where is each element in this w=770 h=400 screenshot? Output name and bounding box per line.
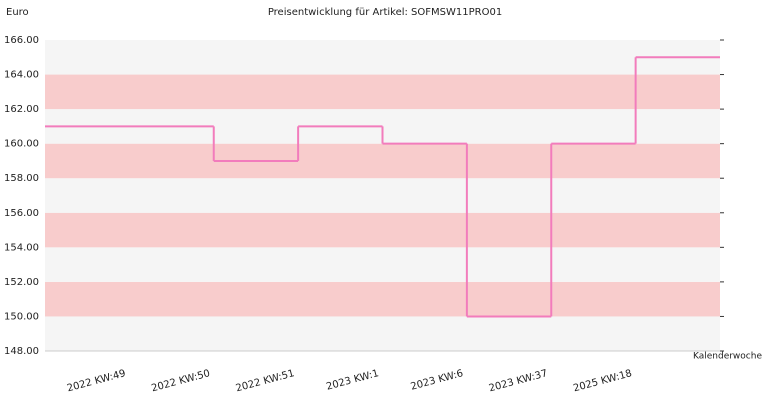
background-band <box>45 143 720 179</box>
x-tick-label: 2023 KW:6 <box>410 368 465 393</box>
background-band <box>45 40 720 75</box>
y-tick-label: 150.00 <box>4 311 39 322</box>
x-tick-label: 2022 KW:50 <box>150 368 211 394</box>
x-tick-label: 2022 KW:49 <box>66 368 127 394</box>
y-tick-label: 156.00 <box>4 208 39 219</box>
y-tick-label: 164.00 <box>4 70 39 81</box>
background-band <box>45 281 720 317</box>
y-tick-label: 160.00 <box>4 139 39 150</box>
x-axis-label: Kalenderwoche <box>693 352 762 362</box>
background-band <box>45 247 720 282</box>
background-band <box>45 316 720 351</box>
y-tick-label: 154.00 <box>4 242 39 253</box>
y-tick-label: 166.00 <box>4 35 39 46</box>
y-tick-label: 162.00 <box>4 104 39 115</box>
y-tick-label: 158.00 <box>4 173 39 184</box>
y-axis-label: Euro <box>6 7 29 18</box>
background-band <box>45 178 720 213</box>
y-tick-label: 148.00 <box>4 346 39 357</box>
x-tick-label: 2023 KW:1 <box>325 368 380 393</box>
background-band <box>45 212 720 248</box>
x-tick-label: 2022 KW:51 <box>235 368 296 394</box>
background-band <box>45 74 720 110</box>
chart-title: Preisentwicklung für Artikel: SOFMSW11PR… <box>268 7 502 18</box>
x-tick-label: 2025 KW:18 <box>572 368 633 394</box>
y-tick-label: 152.00 <box>4 277 39 288</box>
x-tick-label: 2023 KW:37 <box>488 368 549 394</box>
